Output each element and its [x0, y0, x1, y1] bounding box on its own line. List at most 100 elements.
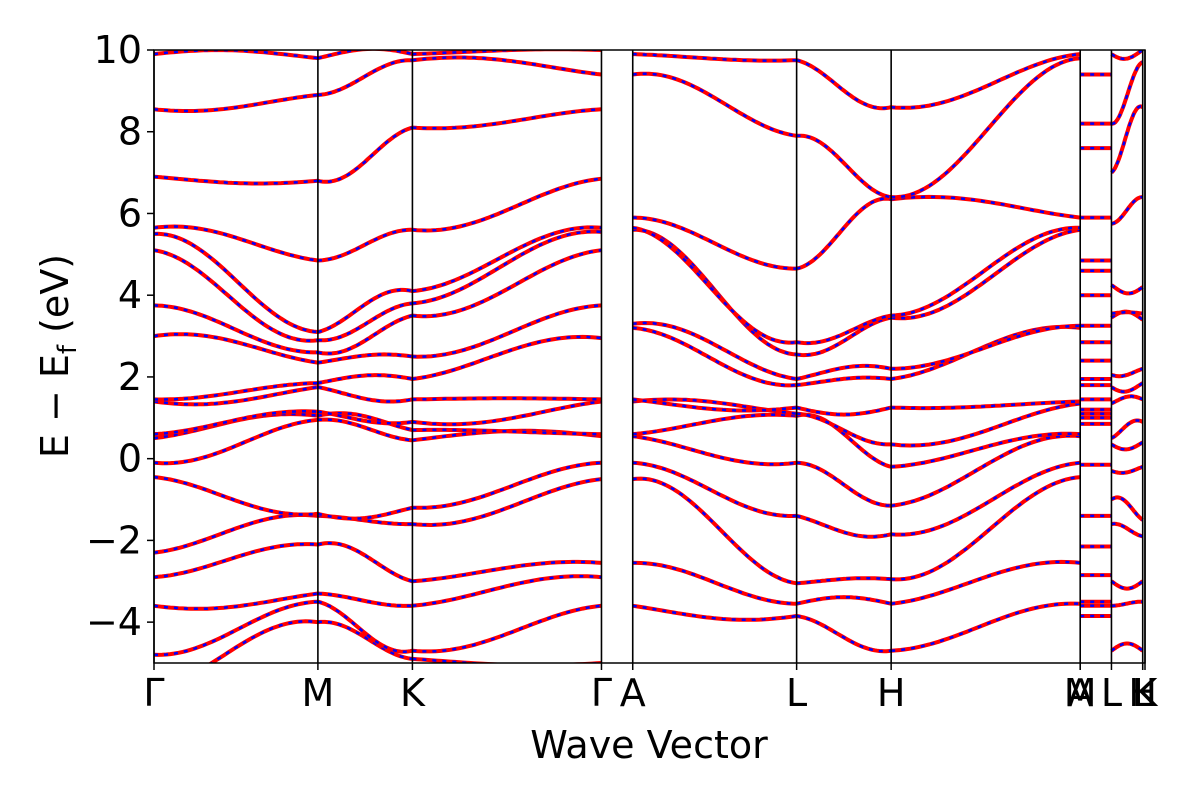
band-line-red	[632, 560, 797, 606]
band-line-red	[632, 71, 797, 138]
band-line-blue	[796, 364, 892, 381]
band-line-red	[154, 513, 319, 555]
x-tick-label: A	[1067, 671, 1093, 715]
x-tick-label: A	[620, 671, 646, 715]
band-line-blue	[796, 413, 892, 469]
band-line-blue	[412, 477, 602, 527]
band-line-blue	[412, 226, 602, 293]
band-line-blue	[412, 574, 602, 608]
band-line-blue	[891, 602, 1081, 652]
band-line-blue	[154, 475, 319, 516]
band-line-blue	[891, 432, 1081, 469]
band-line-red	[412, 176, 602, 233]
band-line-red	[891, 601, 1081, 653]
band-line-blue	[796, 58, 892, 110]
band-line-red	[796, 576, 892, 586]
band-line-blue	[796, 134, 892, 199]
band-line-blue	[317, 126, 413, 184]
band-line-blue	[891, 195, 1081, 219]
band-line-red	[412, 248, 602, 319]
band-line-red	[317, 385, 413, 404]
band-line-blue	[412, 304, 602, 358]
y-tick-label: 4	[118, 273, 142, 317]
band-line-blue	[632, 228, 797, 356]
band-line-red	[154, 417, 319, 466]
band-line-blue	[412, 428, 602, 436]
band-line-red	[1110, 641, 1144, 653]
band-line-blue	[412, 335, 602, 381]
band-line-blue	[317, 228, 413, 262]
band-line-red	[1110, 283, 1144, 296]
band-line-blue	[632, 604, 797, 622]
band-line-blue	[796, 316, 892, 357]
band-line-blue	[632, 413, 797, 436]
band-line-blue	[154, 175, 318, 185]
band-line-blue	[796, 514, 892, 539]
band-line-blue	[412, 56, 602, 76]
band-line-blue	[632, 461, 797, 518]
band-line-blue	[632, 52, 797, 62]
band-line-red	[317, 352, 413, 365]
plot-frame	[153, 49, 1146, 664]
band-line-blue	[1111, 195, 1143, 225]
band-line-red	[1110, 521, 1143, 539]
x-axis-title: Wave Vector	[530, 723, 768, 767]
x-tick-label: M	[1064, 671, 1097, 715]
band-line-red	[412, 334, 602, 381]
band-line-red	[317, 599, 413, 654]
band-line-red	[154, 231, 319, 334]
band-line-red	[796, 375, 892, 388]
band-line-blue	[154, 381, 318, 401]
x-tick-label: L	[786, 671, 807, 715]
band-line-blue	[317, 302, 413, 342]
band-line-blue	[317, 620, 413, 661]
band-line-blue	[209, 620, 319, 663]
band-line-red	[796, 58, 892, 111]
band-line-red	[317, 125, 413, 184]
band-line-blue	[317, 385, 413, 403]
band-line-blue	[412, 461, 602, 510]
band-line-red	[154, 303, 318, 355]
band-line-red	[891, 52, 1081, 110]
band-line-red	[1110, 366, 1144, 379]
band-line-blue	[317, 58, 413, 97]
y-axis-title-main: E − E	[33, 354, 77, 458]
band-line-red	[317, 591, 413, 608]
y-axis-title: E − Ef (eV)	[33, 254, 83, 458]
band-line-red	[632, 225, 797, 345]
band-line-blue	[891, 402, 1081, 447]
band-line-red	[317, 505, 413, 521]
band-line-blue	[412, 429, 602, 442]
band-line-red	[796, 595, 892, 606]
band-line-blue	[1110, 105, 1144, 174]
band-line-red	[796, 133, 892, 200]
band-line-blue	[1110, 496, 1144, 521]
band-line-blue	[632, 398, 797, 415]
band-line-blue	[891, 324, 1081, 371]
band-line-red	[317, 541, 413, 584]
band-line-blue	[412, 604, 602, 653]
band-line-red	[796, 614, 892, 654]
x-tick-label: H	[877, 671, 906, 715]
band-line-blue	[891, 461, 1081, 536]
band-line-blue	[796, 614, 892, 653]
band-line-red	[317, 287, 413, 334]
band-line-red	[412, 603, 602, 654]
y-tick-label: 2	[118, 355, 142, 399]
band-line-blue	[412, 108, 602, 130]
band-line-red	[412, 55, 602, 77]
band-line-red	[317, 50, 413, 61]
y-tick-label: −4	[86, 600, 142, 644]
band-line-blue	[154, 93, 319, 113]
band-line-red	[632, 320, 797, 381]
band-line-blue	[154, 332, 319, 364]
x-tick-label: K	[400, 671, 426, 715]
band-line-red	[890, 559, 1081, 606]
band-line-blue	[317, 314, 413, 355]
x-tick-label: K	[1133, 671, 1159, 715]
band-line-blue	[1111, 61, 1144, 125]
band-line-blue	[891, 400, 1081, 410]
band-line-red	[891, 323, 1081, 371]
y-axis-ticks: −4 −2 0 2 4 6 8 10	[86, 28, 154, 644]
